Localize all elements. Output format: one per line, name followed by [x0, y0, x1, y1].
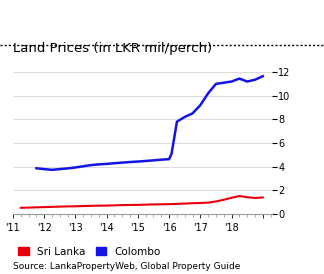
- Text: Source: LankaPropertyWeb, Global Property Guide: Source: LankaPropertyWeb, Global Propert…: [13, 261, 240, 270]
- Legend: Sri Lanka, Colombo: Sri Lanka, Colombo: [18, 247, 161, 256]
- Text: Land Prices (in LKR mil/perch): Land Prices (in LKR mil/perch): [13, 42, 212, 55]
